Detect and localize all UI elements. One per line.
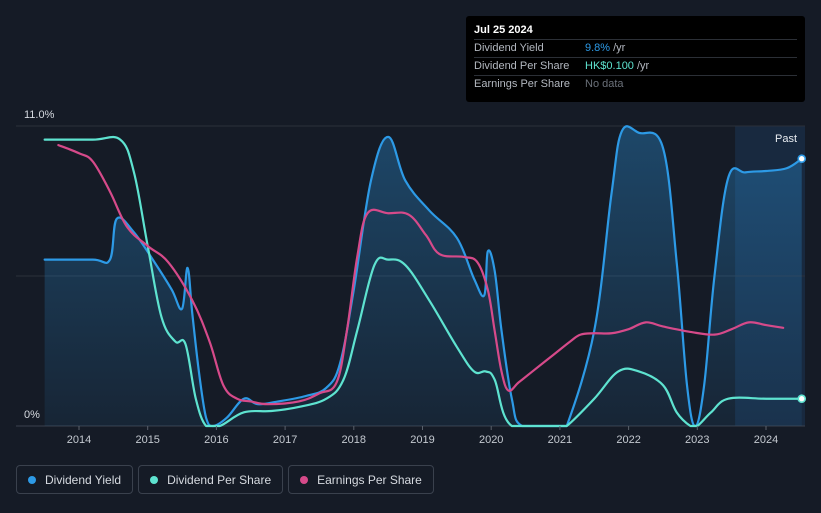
area-dividend-yield — [44, 126, 802, 426]
legend-item-earnings-per-share[interactable]: Earnings Per Share — [288, 465, 434, 494]
tooltip-label: Dividend Yield — [474, 42, 544, 54]
legend-label: Dividend Per Share — [167, 472, 272, 487]
x-tick-label: 2023 — [685, 434, 709, 446]
y-axis-bottom-label: 0% — [24, 409, 40, 421]
legend-label: Earnings Per Share — [317, 472, 422, 487]
legend-dot-dividend-yield — [28, 475, 36, 484]
x-tick-label: 2018 — [342, 434, 366, 446]
area-fill-layer — [44, 126, 802, 426]
tooltip-date: Jul 25 2024 — [474, 24, 533, 36]
end-marker — [797, 394, 807, 404]
series-lines — [43, 125, 803, 428]
x-tick-label: 2020 — [479, 434, 503, 446]
tooltip-row-dividend-per-share: Dividend Per Share HK$0.100 /yr — [474, 57, 797, 75]
x-tick-label: 2021 — [548, 434, 572, 446]
tooltip-label: Earnings Per Share — [474, 78, 570, 90]
x-tick-label: 2015 — [135, 434, 159, 446]
x-tick-label: 2019 — [410, 434, 434, 446]
x-tick-label: 2024 — [754, 434, 778, 446]
line-dividend-per-share — [43, 135, 803, 428]
past-label: Past — [775, 133, 797, 145]
y-axis-top-label: 11.0% — [24, 109, 55, 121]
line-dividend-yield — [43, 125, 803, 428]
tooltip-row-earnings-per-share: Earnings Per Share No data — [474, 75, 797, 93]
legend-dot-dividend-per-share — [150, 475, 159, 484]
legend-label: Dividend Yield — [45, 472, 122, 487]
legend: Dividend Yield Dividend Per Share Earnin… — [16, 465, 434, 494]
x-tick-label: 2017 — [273, 434, 297, 446]
tooltip-row-dividend-yield: Dividend Yield 9.8% /yr — [474, 39, 797, 57]
x-axis: 2014 2015 2016 2017 2018 2019 2020 2021 2022 2023… — [67, 426, 778, 446]
end-marker — [797, 154, 807, 164]
line-earnings-per-share — [57, 143, 785, 406]
legend-item-dividend-per-share[interactable]: Dividend Per Share — [138, 465, 284, 494]
x-tick-label: 2016 — [204, 434, 228, 446]
tooltip-value: No data — [585, 78, 624, 90]
x-tick-label: 2014 — [67, 434, 91, 446]
tooltip: Jul 25 2024 Dividend Yield 9.8% /yr Divi… — [466, 16, 805, 102]
legend-item-dividend-yield[interactable]: Dividend Yield — [16, 465, 134, 494]
tooltip-value: 9.8% — [585, 42, 611, 54]
end-markers — [797, 154, 807, 404]
tooltip-value: HK$0.100 — [585, 60, 634, 72]
x-tick-label: 2022 — [616, 434, 640, 446]
tooltip-unit: /yr — [636, 60, 650, 72]
tooltip-label: Dividend Per Share — [474, 60, 570, 72]
tooltip-unit: /yr — [613, 42, 626, 54]
legend-dot-earnings-per-share — [300, 475, 309, 484]
